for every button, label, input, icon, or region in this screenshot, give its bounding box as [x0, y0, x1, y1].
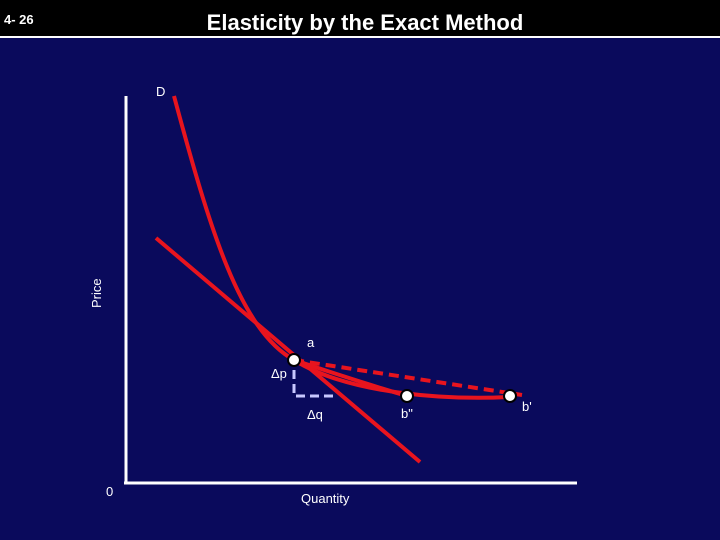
slide-title: Elasticity by the Exact Method	[206, 10, 524, 35]
point-a	[287, 353, 301, 367]
slide-number: 4- 26	[4, 12, 34, 27]
tangent-line	[154, 236, 422, 464]
delta-step	[292, 370, 336, 398]
delta-p-label: Δp	[271, 366, 287, 381]
slide-header: 4- 26 Elasticity by the Exact Method	[0, 0, 720, 38]
x-axis-label: Quantity	[301, 491, 350, 506]
delta-q-label: Δq	[307, 407, 323, 422]
point-a-label: a	[307, 335, 315, 350]
curve-label: D	[156, 84, 165, 99]
chord-a-to-b-prime	[293, 358, 523, 397]
point-b-prime	[503, 389, 517, 403]
point-b-double-prime	[400, 389, 414, 403]
y-axis-label: Price	[89, 278, 104, 308]
demand-curve	[172, 95, 511, 400]
origin-label: 0	[106, 484, 113, 499]
point-b-prime-label: b'	[522, 399, 532, 414]
chord-a-to-b-double-prime	[293, 358, 408, 398]
point-b-double-prime-label: b"	[401, 406, 413, 421]
